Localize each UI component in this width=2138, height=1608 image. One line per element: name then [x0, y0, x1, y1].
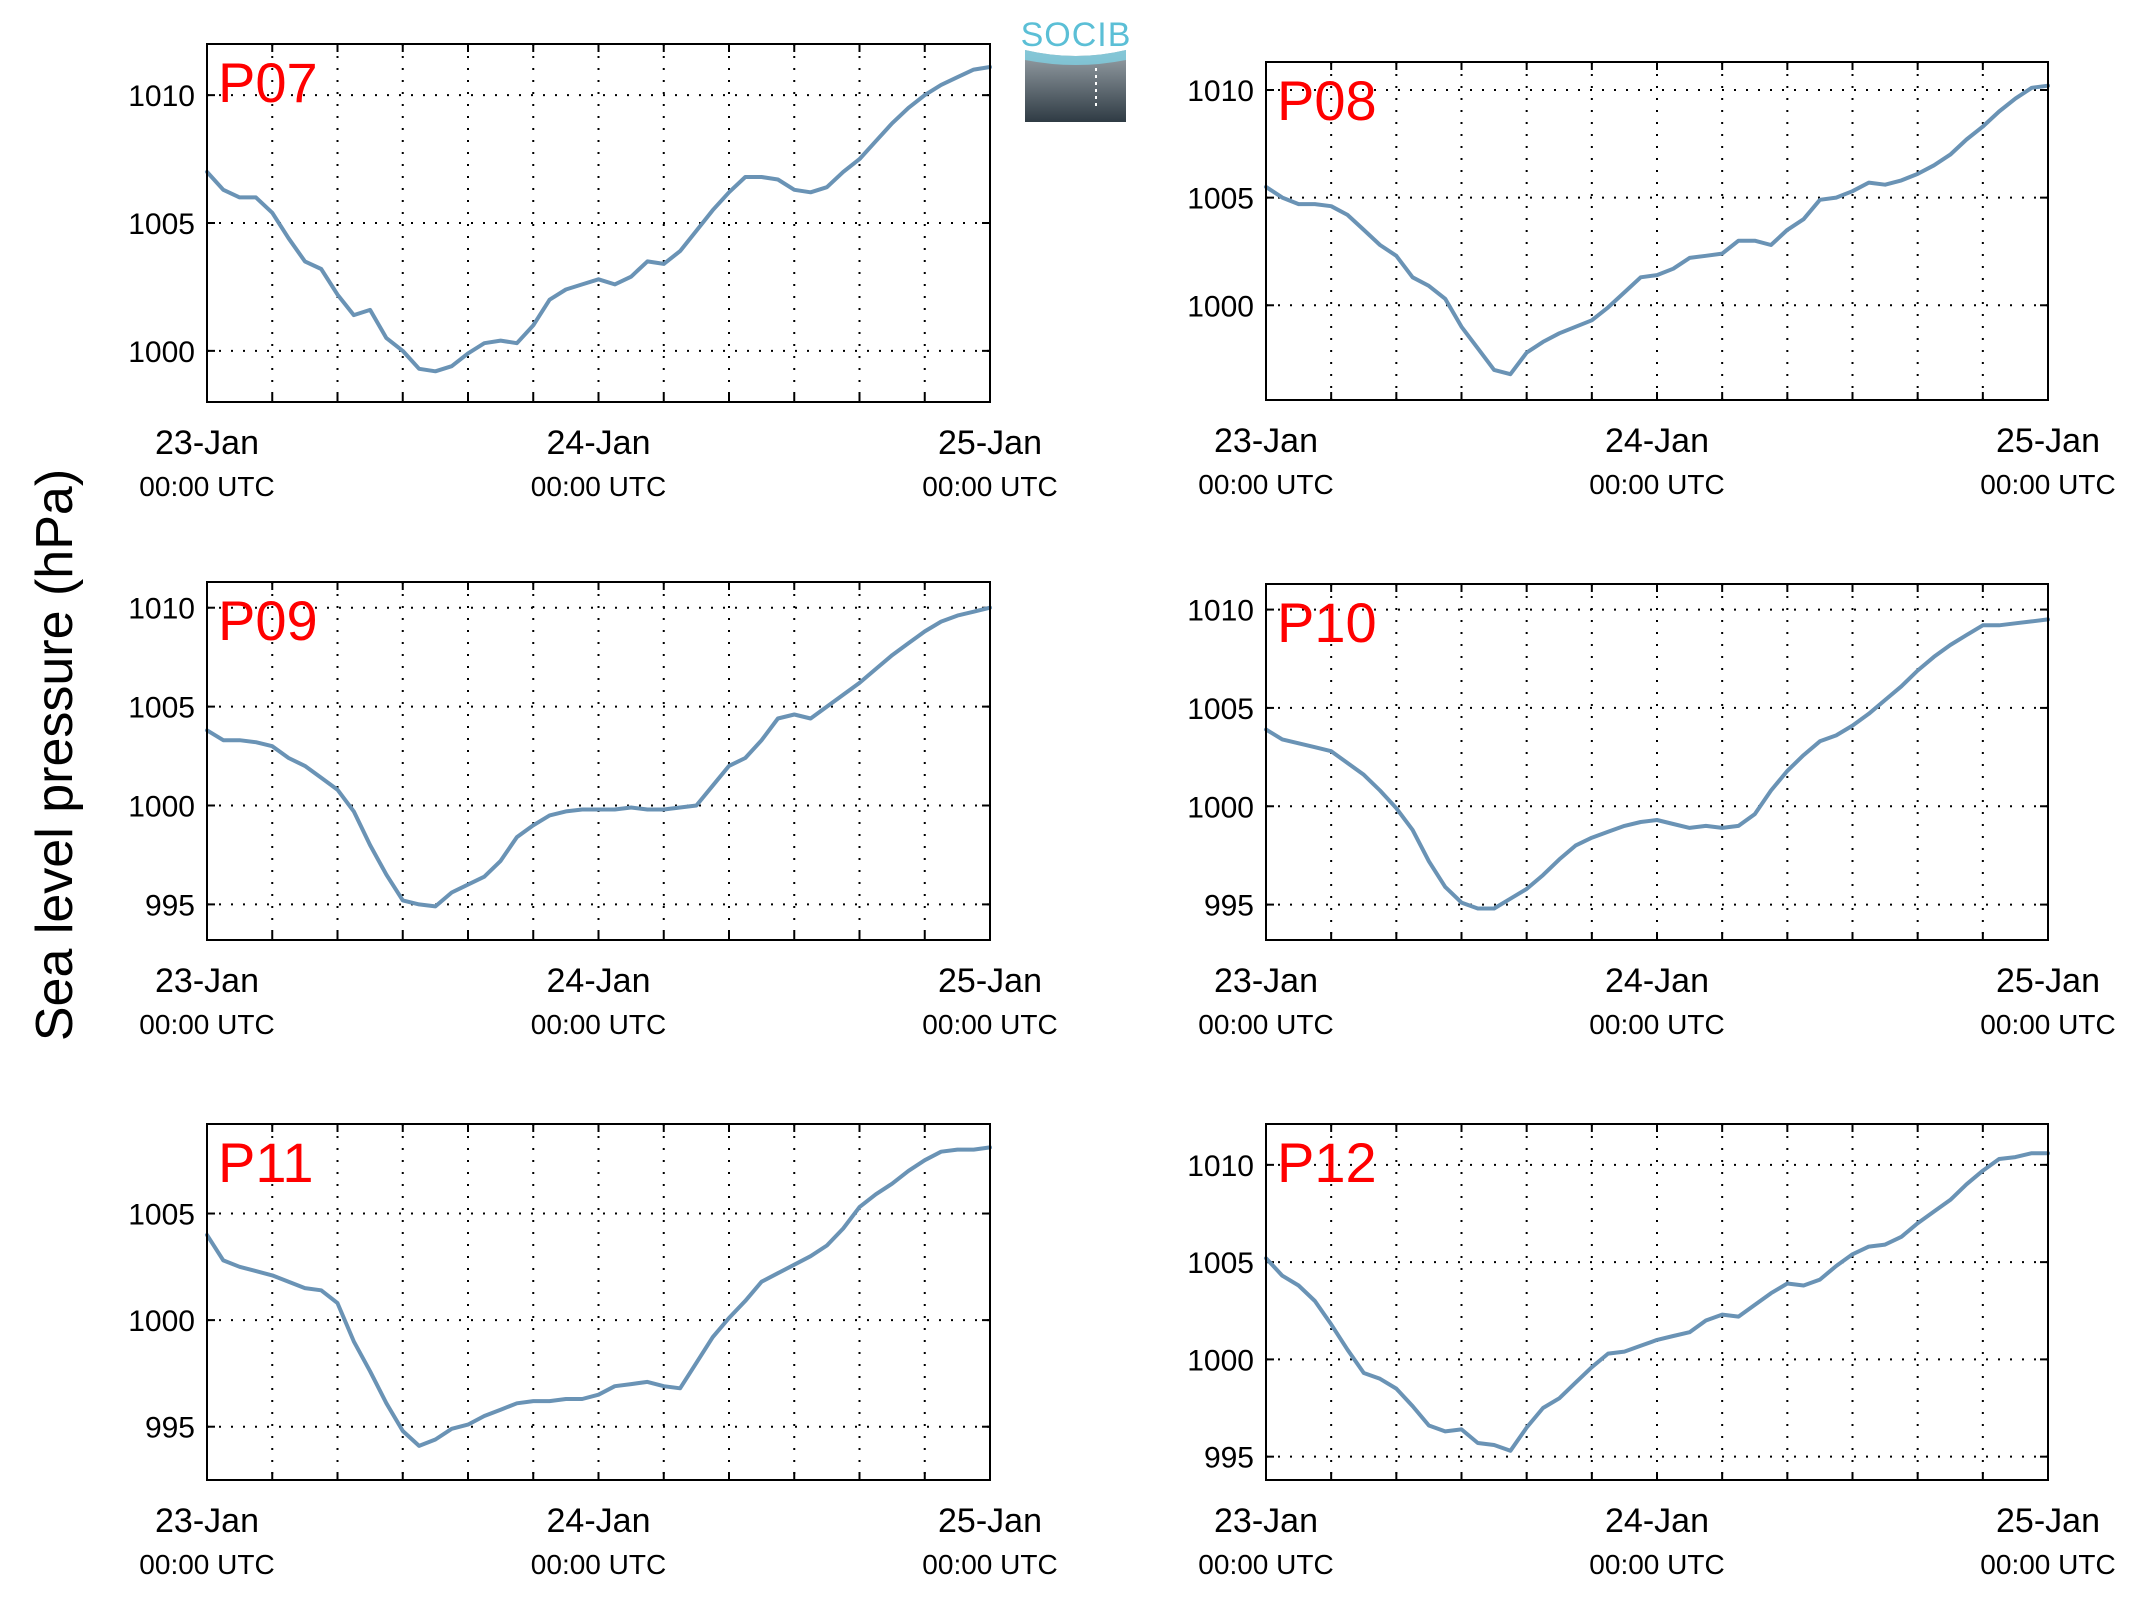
- panel-p08: 1000 1005 1010 23-Jan 00:00 UTC 24-Jan 00:00 U…: [1187, 61, 2116, 500]
- x-tick-label-date: 23-Jan: [155, 962, 259, 1000]
- y-tick-label: 995: [1204, 890, 1254, 923]
- series-line-p08: [1264, 83, 2050, 377]
- x-tick-label-time: 00:00 UTC: [531, 1009, 666, 1040]
- socib-logo: SOCIB: [1021, 16, 1132, 122]
- axes-frame: [206, 43, 991, 403]
- x-tick-label-date: 25-Jan: [938, 1502, 1042, 1540]
- x-tick-label-time: 00:00 UTC: [531, 1549, 666, 1580]
- y-tick-label: 1005: [1187, 183, 1254, 216]
- x-tick-label-date: 25-Jan: [938, 424, 1042, 462]
- y-tick-label: 1000: [1187, 791, 1254, 824]
- y-tick-label: 1000: [128, 1305, 195, 1338]
- x-tick-label-time: 00:00 UTC: [1198, 1549, 1333, 1580]
- x-tick-label-date: 24-Jan: [1605, 1502, 1709, 1540]
- series-line-p07: [205, 65, 992, 374]
- y-tick-label: 1010: [128, 80, 195, 113]
- x-tick-label-time: 00:00 UTC: [531, 471, 666, 502]
- panel-label: P07: [218, 51, 318, 114]
- x-tick-label-time: 00:00 UTC: [922, 1549, 1057, 1580]
- y-tick-label: 1005: [128, 208, 195, 241]
- y-tick-label: 1000: [128, 791, 195, 824]
- x-tick-label-date: 23-Jan: [1214, 1502, 1318, 1540]
- panel-p09: 995 1000 1005 1010 23-Jan 00:00 UTC 24-Jan 00:0…: [128, 581, 1058, 1040]
- x-tick-label-date: 24-Jan: [547, 962, 651, 1000]
- y-tick-label: 1010: [1187, 75, 1254, 108]
- x-tick-label-time: 00:00 UTC: [139, 1009, 274, 1040]
- panel-label: P12: [1277, 1131, 1377, 1194]
- y-tick-label: 995: [145, 1412, 195, 1445]
- x-tick-label-time: 00:00 UTC: [1198, 1009, 1333, 1040]
- y-tick-label: 1005: [1187, 693, 1254, 726]
- axes-frame: [206, 581, 991, 941]
- x-tick-label-time: 00:00 UTC: [1980, 1009, 2115, 1040]
- y-tick-label: 1005: [1187, 1247, 1254, 1280]
- y-tick-label: 995: [145, 889, 195, 922]
- logo-text: SOCIB: [1021, 16, 1132, 54]
- panel-label: P08: [1277, 69, 1377, 132]
- panel-label: P11: [218, 1131, 313, 1194]
- x-tick-label-date: 24-Jan: [1605, 422, 1709, 460]
- series-line-p11: [205, 1145, 992, 1448]
- series-line-p12: [1264, 1151, 2050, 1453]
- y-tick-label: 1010: [1187, 595, 1254, 628]
- x-tick-label-date: 23-Jan: [155, 1502, 259, 1540]
- panel-label: P09: [218, 589, 318, 652]
- x-tick-label-date: 24-Jan: [547, 424, 651, 462]
- series-line-p10: [1264, 617, 2050, 911]
- axes-frame: [206, 1123, 991, 1481]
- y-axis-label: Sea level pressure (hPa): [26, 469, 84, 1041]
- panel-p10: 995 1000 1005 1010 23-Jan 00:00 UTC 24-Jan 00:0…: [1187, 583, 2116, 1040]
- x-tick-label-date: 24-Jan: [1605, 962, 1709, 1000]
- x-tick-label-time: 00:00 UTC: [139, 471, 274, 502]
- x-tick-label-time: 00:00 UTC: [922, 471, 1057, 502]
- x-tick-label-time: 00:00 UTC: [1589, 1009, 1724, 1040]
- y-tick-label: 1000: [128, 336, 195, 369]
- y-tick-label: 1010: [1187, 1150, 1254, 1183]
- y-tick-label: 1000: [1187, 1344, 1254, 1377]
- panel-p07: 1000 1005 1010 23-Jan 00:00 UTC 24-Jan 00:00 U…: [128, 43, 1058, 502]
- axes-frame: [1265, 583, 2049, 941]
- axes-frame: [1265, 61, 2049, 401]
- x-tick-label-time: 00:00 UTC: [1589, 469, 1724, 500]
- x-tick-label-time: 00:00 UTC: [1198, 469, 1333, 500]
- y-tick-label: 995: [1204, 1442, 1254, 1475]
- x-tick-label-date: 23-Jan: [1214, 422, 1318, 460]
- y-tick-label: 1005: [128, 692, 195, 725]
- x-tick-label-date: 25-Jan: [938, 962, 1042, 1000]
- x-tick-label-time: 00:00 UTC: [922, 1009, 1057, 1040]
- panel-p12: 995 1000 1005 1010 23-Jan 00:00 UTC 24-Jan 00:0…: [1187, 1123, 2116, 1580]
- panel-label: P10: [1277, 591, 1377, 654]
- x-tick-label-date: 23-Jan: [1214, 962, 1318, 1000]
- x-tick-label-date: 25-Jan: [1996, 962, 2100, 1000]
- x-tick-label-time: 00:00 UTC: [1980, 1549, 2115, 1580]
- x-tick-label-date: 24-Jan: [547, 1502, 651, 1540]
- x-tick-label-time: 00:00 UTC: [139, 1549, 274, 1580]
- panel-p11: 995 1000 1005 23-Jan 00:00 UTC 24-Jan 00:00 UT…: [128, 1123, 1058, 1580]
- x-tick-label-time: 00:00 UTC: [1980, 469, 2115, 500]
- x-tick-label-date: 25-Jan: [1996, 422, 2100, 460]
- x-tick-label-time: 00:00 UTC: [1589, 1549, 1724, 1580]
- x-tick-label-date: 23-Jan: [155, 424, 259, 462]
- y-tick-label: 1010: [128, 593, 195, 626]
- y-tick-label: 1005: [128, 1199, 195, 1232]
- y-tick-label: 1000: [1187, 290, 1254, 323]
- series-line-p09: [205, 605, 992, 909]
- x-tick-label-date: 25-Jan: [1996, 1502, 2100, 1540]
- axes-frame: [1265, 1123, 2049, 1481]
